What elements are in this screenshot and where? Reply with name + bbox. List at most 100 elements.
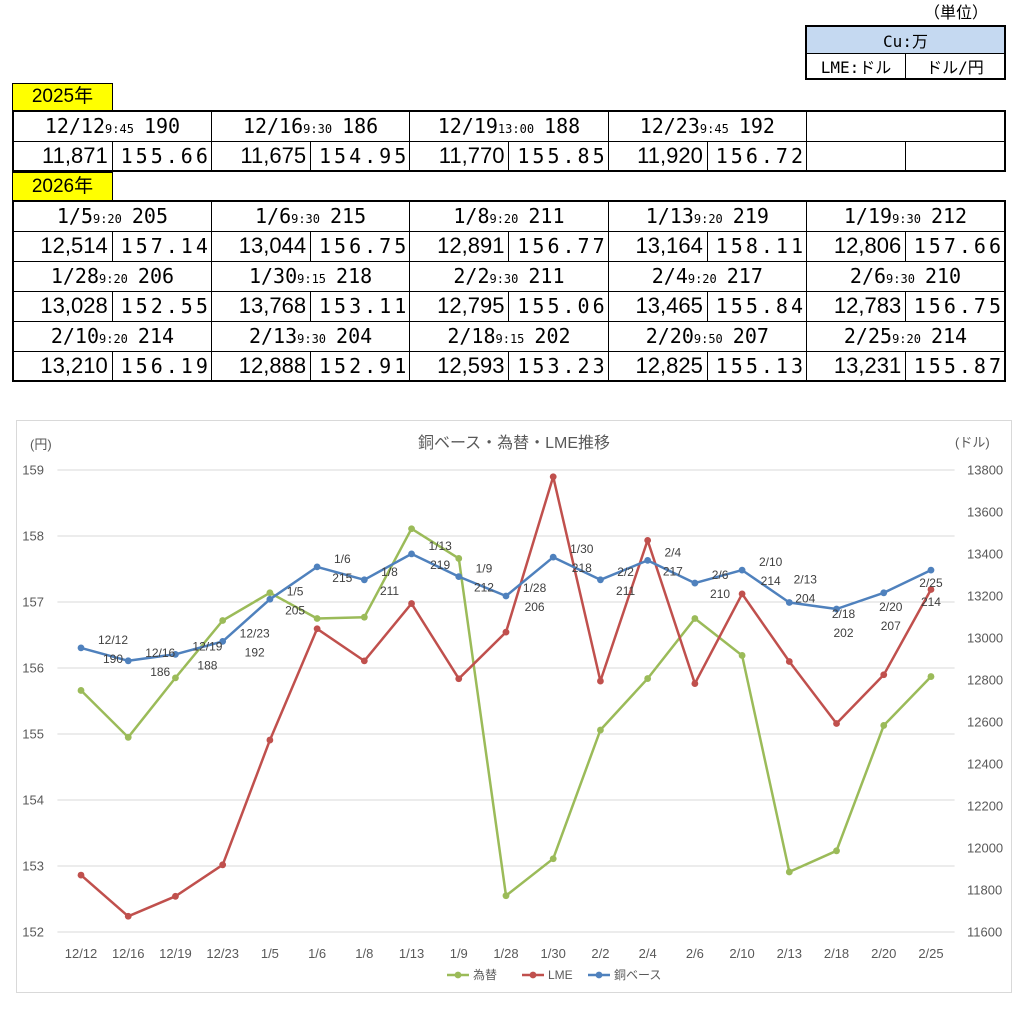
right-axis-tick-label: 13000 [967, 631, 1003, 646]
reading-value-row: 13,028 152.55 13,768 153.11 12,795 155.06 13,4… [12, 290, 1006, 322]
fx-point [833, 847, 840, 855]
fx-point [266, 589, 274, 597]
reading-header: 12/129:45 190 [12, 110, 212, 142]
copper-base-point [597, 576, 604, 584]
data-label-value: 202 [834, 626, 854, 640]
copper-base-point [691, 579, 699, 587]
data-label-date: 12/12 [98, 633, 128, 647]
exchange-rate: 155.84 [706, 290, 808, 322]
exchange-rate: 157.14 [111, 230, 212, 262]
data-label: 2/20 207 [879, 600, 903, 633]
fx-series [77, 525, 935, 900]
x-axis-tick-label: 2/18 [824, 946, 849, 961]
reading-date: 1/8 [453, 204, 490, 229]
x-axis-tick-label: 2/10 [729, 946, 754, 961]
fx-point [502, 892, 510, 900]
chart-frame [16, 420, 1012, 993]
x-axis-tick-label: 2/6 [686, 946, 704, 961]
data-label-date: 1/28 [523, 581, 547, 595]
x-axis-tick-label: 12/19 [159, 946, 192, 961]
copper-base-point [408, 550, 415, 558]
fx-point [124, 733, 132, 741]
data-label-date: 1/5 [287, 584, 304, 598]
reading-time: 9:45 [105, 122, 134, 137]
data-label-date: 2/20 [879, 600, 903, 614]
left-axis-tick-label: 157 [22, 595, 44, 610]
fx-point [927, 673, 935, 680]
data-label-value: 204 [795, 592, 815, 606]
fx-point [880, 722, 888, 729]
fx-point [360, 613, 368, 621]
data-label-value: 211 [616, 584, 635, 598]
reading-header: 2/209:50 207 [607, 320, 808, 352]
reading-value-row: 11,871 155.66 11,675 154.95 11,770 155.85 11,9… [12, 140, 1006, 172]
reading-time: 9:15 [495, 332, 525, 346]
reading-time: 9:30 [489, 272, 519, 286]
right-axis-tick-label: 13800 [967, 463, 1003, 478]
lme-price: 12,891 [409, 230, 510, 262]
reading-date: 2/13 [248, 324, 298, 348]
data-label-value: 206 [525, 600, 545, 614]
fx-point [738, 652, 746, 659]
reading-header-row: 12/129:45 190 12/169:30 186 12/1913:00 188 12/… [12, 110, 1006, 142]
copper-base-point [738, 566, 746, 574]
data-label-value: 217 [663, 564, 683, 578]
copper-base-value: 206 [137, 264, 175, 288]
exchange-rate: 155.06 [508, 290, 609, 322]
readings-table-2026: 1/59:20 205 1/69:30 215 1/89:20 211 1/139:20 21… [12, 200, 1006, 382]
data-label: 12/16 186 [145, 646, 175, 679]
x-axis-tick-label: 1/8 [355, 946, 373, 961]
data-label-value: 205 [285, 603, 305, 617]
copper-base-point [927, 566, 935, 574]
copper-base-value: 205 [131, 204, 169, 229]
data-label: 12/23 192 [240, 626, 270, 659]
fx-point [77, 687, 85, 694]
reading-header: 2/139:30 204 [210, 320, 411, 352]
right-axis-tick-label: 13400 [967, 547, 1003, 562]
lme-point [644, 536, 652, 544]
copper-unit: Cu:万 [805, 25, 1006, 54]
data-label-value: 211 [380, 584, 399, 598]
data-label: 2/18 202 [832, 607, 856, 640]
copper-base-point [266, 595, 274, 603]
right-axis-tick-label: 12200 [967, 799, 1003, 814]
reading-header: 2/29:30 211 [409, 260, 609, 292]
lme-unit: LME:ドル [805, 53, 906, 80]
lme-price: 13,044 [210, 230, 312, 262]
empty-cell [806, 110, 1006, 142]
data-label: 2/10 214 [759, 555, 783, 588]
x-axis-tick-label: 12/12 [65, 946, 98, 961]
reading-date: 1/30 [248, 264, 298, 288]
reading-time: 9:30 [886, 272, 915, 286]
exchange-rate: 156.77 [508, 230, 609, 262]
x-axis-tick-label: 1/6 [308, 946, 326, 961]
data-label-date: 2/6 [712, 568, 729, 582]
legend-swatch-marker [595, 971, 603, 979]
copper-base-value: 207 [732, 324, 769, 348]
data-label-value: 214 [761, 574, 781, 588]
data-label-date: 1/30 [570, 542, 594, 556]
lme-price: 11,675 [210, 140, 312, 172]
reading-date: 12/16 [242, 114, 304, 139]
reading-header: 12/1913:00 188 [409, 110, 609, 142]
data-label-date: 1/9 [476, 562, 493, 576]
copper-base-value: 219 [732, 204, 769, 229]
copper-base-value: 192 [738, 114, 775, 139]
exchange-rate: 153.11 [310, 290, 411, 322]
year-label-2025: 2025年 [12, 83, 113, 111]
reading-date: 1/13 [645, 204, 694, 229]
data-label-date: 2/10 [759, 555, 783, 569]
lme-price: 12,888 [210, 350, 312, 382]
legend-item-fx: 為替 [447, 968, 497, 982]
reading-time: 9:20 [693, 212, 723, 227]
reading-header: 12/169:30 186 [210, 110, 411, 142]
data-label-value: 192 [245, 645, 265, 659]
data-label: 2/6 210 [710, 568, 730, 601]
legend-swatch-marker [529, 971, 537, 979]
exchange-rate: 155.85 [508, 140, 609, 172]
reading-date: 1/5 [56, 204, 93, 229]
reading-header: 2/109:20 214 [12, 320, 212, 352]
data-label: 1/8 211 [380, 565, 399, 598]
lme-series [77, 473, 935, 920]
data-label: 1/9 212 [474, 562, 494, 595]
